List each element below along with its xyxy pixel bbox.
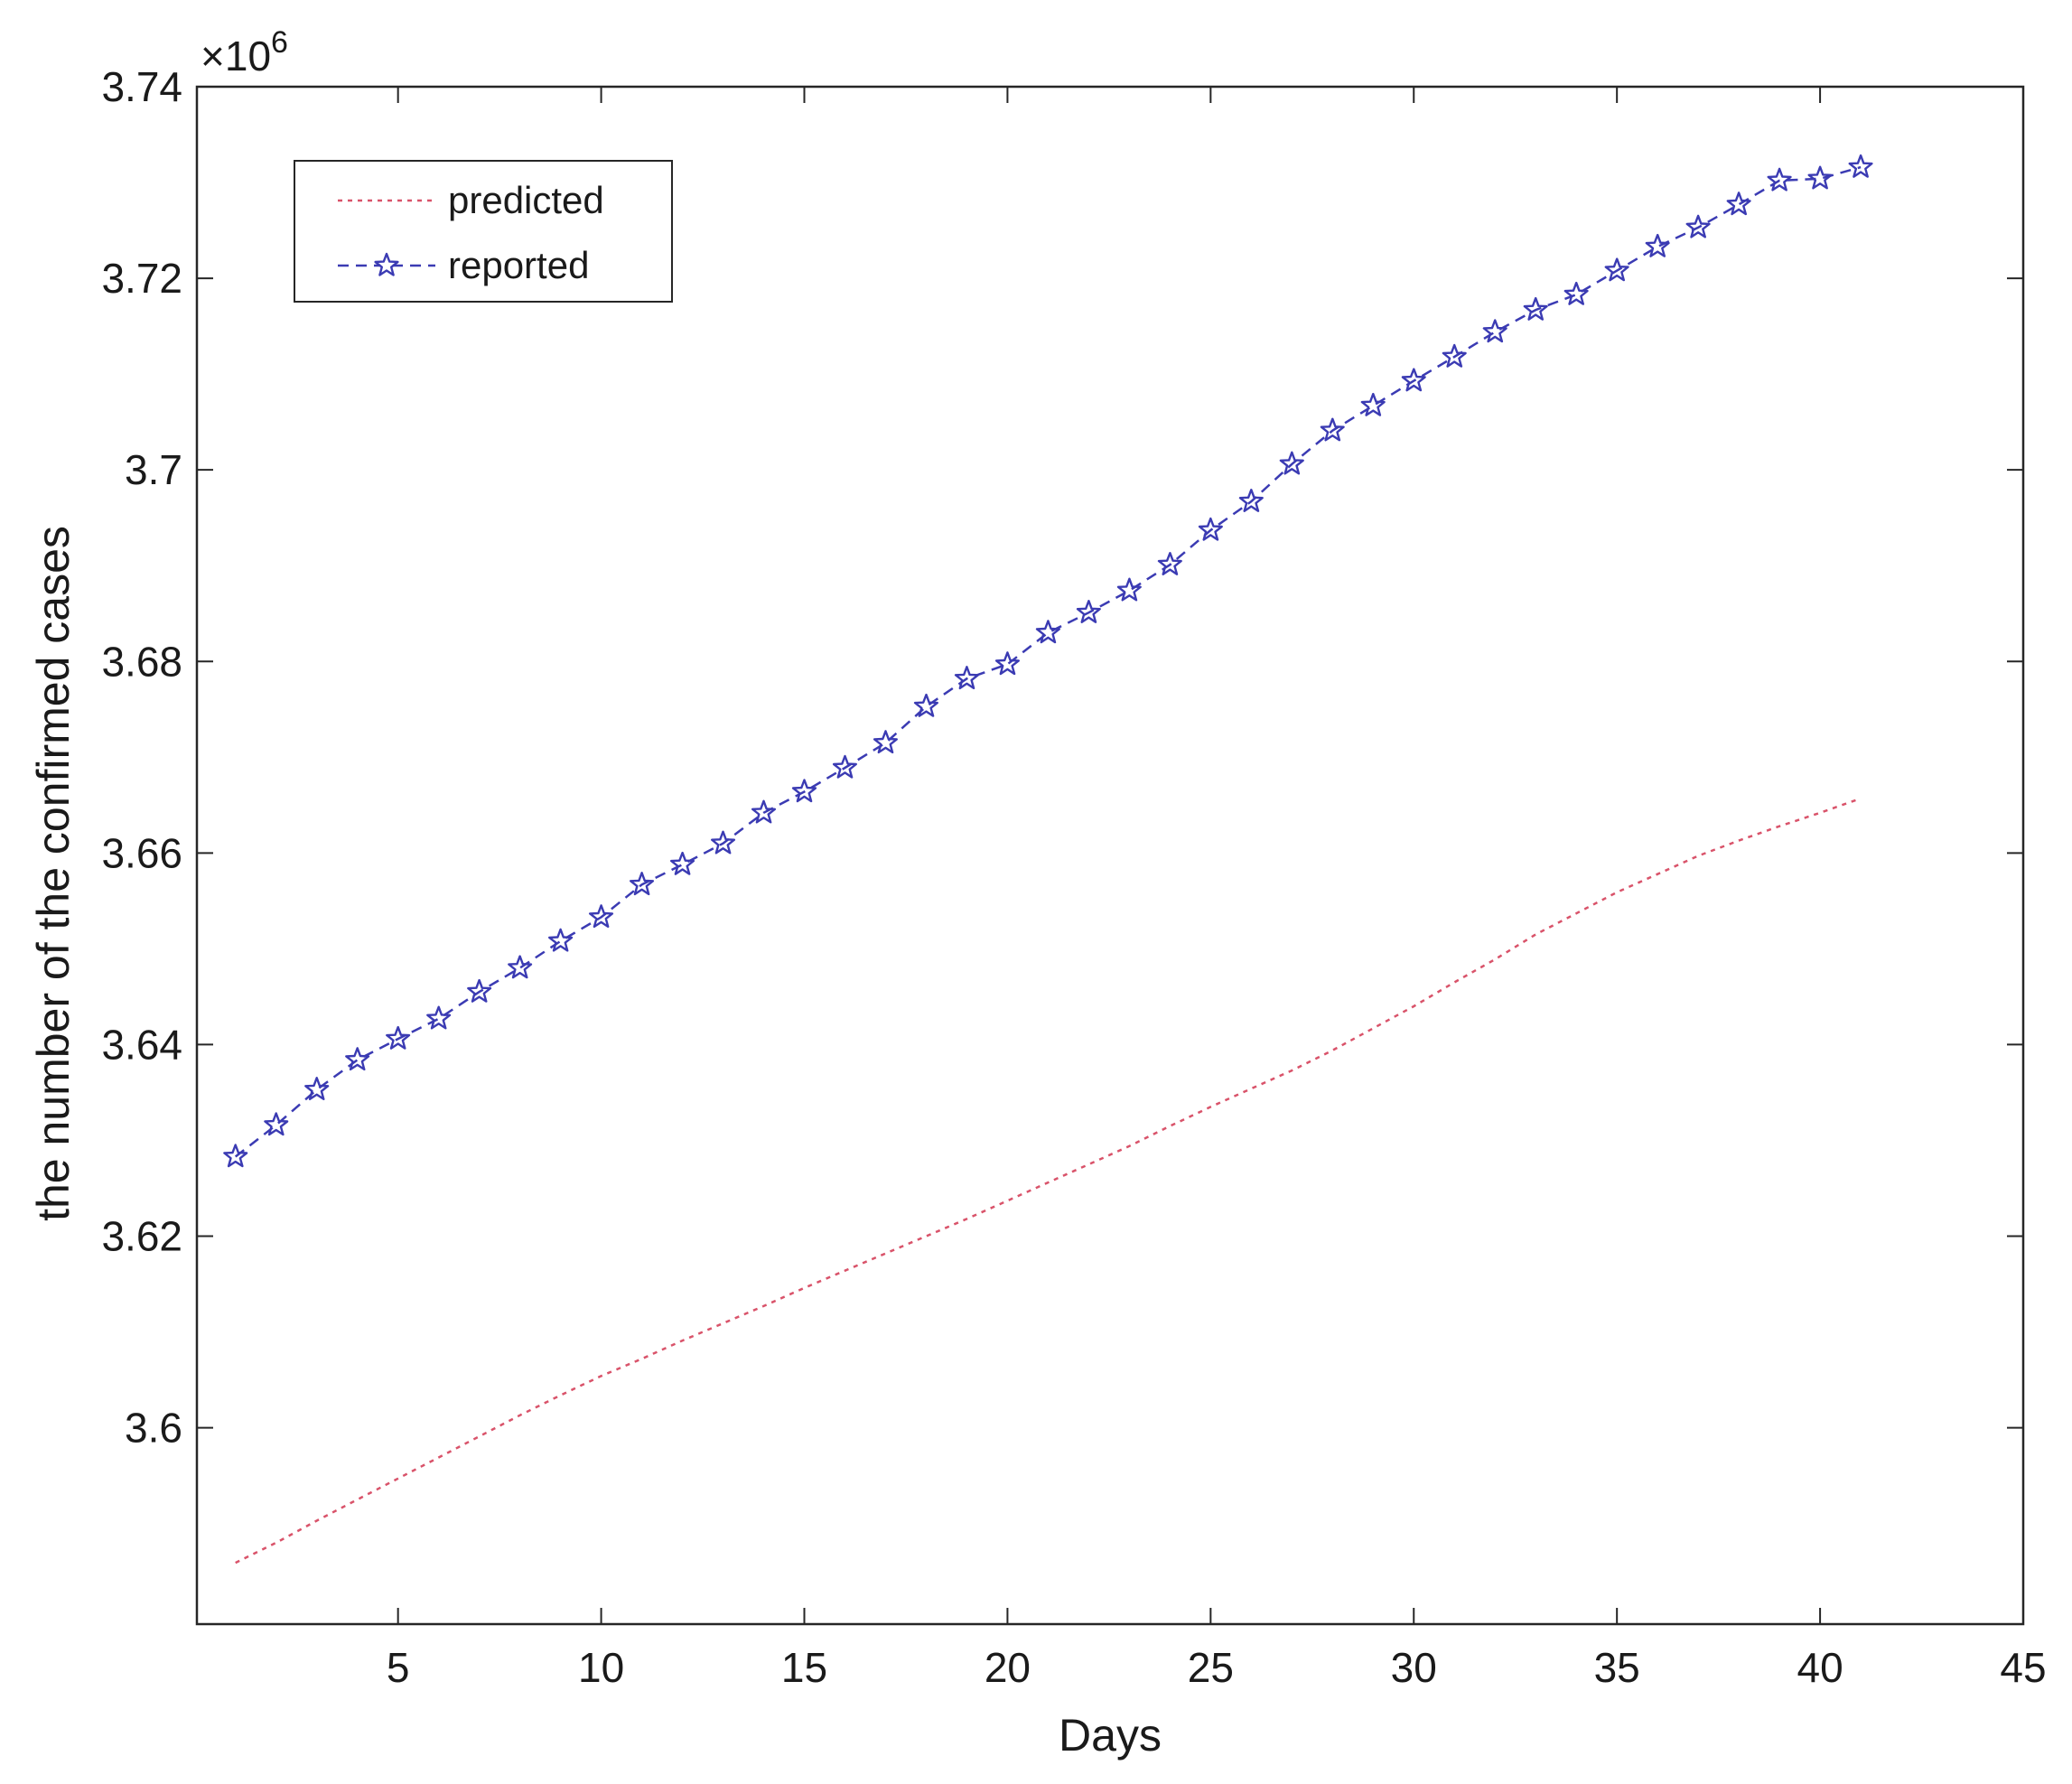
- x-axis-label: Days: [1059, 1710, 1162, 1761]
- data-point-reported: [791, 779, 817, 803]
- data-point-reported: [1279, 451, 1304, 475]
- x-tick-label: 10: [578, 1644, 624, 1691]
- y-tick-label: 3.68: [101, 638, 182, 685]
- axis-tick-labels: 5 10 15 20 25 30 35 40 45 3.6 3.62 3.64 3.66 3.68 3.7 3…: [101, 63, 2046, 1691]
- data-point-reported: [711, 830, 736, 855]
- x-tick-label: 20: [985, 1644, 1031, 1691]
- data-point-reported: [913, 693, 938, 717]
- y-tick-label: 3.7: [125, 446, 182, 493]
- data-point-reported: [1198, 517, 1223, 541]
- series-line-reported: [234, 165, 1862, 1158]
- data-point-reported: [508, 955, 533, 979]
- data-point-reported: [1401, 368, 1426, 392]
- data-point-reported: [1442, 343, 1467, 368]
- data-point-reported: [1645, 233, 1670, 257]
- data-point-reported: [467, 978, 492, 1003]
- legend-label-predicted: predicted: [448, 179, 604, 221]
- data-point-reported: [994, 651, 1020, 676]
- series-line-predicted: [235, 797, 1862, 1565]
- x-tick-label: 35: [1594, 1644, 1640, 1691]
- legend-label-reported: reported: [448, 244, 589, 286]
- series-layer: [223, 154, 1873, 1565]
- y-exponent-power: 6: [271, 25, 288, 60]
- y-exponent-base: ×10: [201, 33, 271, 79]
- data-point-reported: [670, 851, 695, 875]
- data-point-reported: [873, 730, 898, 754]
- data-point-reported: [630, 872, 655, 896]
- data-point-reported: [1848, 154, 1873, 178]
- data-point-reported: [1523, 296, 1548, 321]
- legend-box: [294, 160, 673, 303]
- data-point-reported: [304, 1077, 330, 1100]
- y-tick-label: 3.64: [101, 1021, 182, 1068]
- data-point-reported: [589, 904, 614, 929]
- x-tick-label: 40: [1797, 1644, 1843, 1691]
- data-point-reported: [832, 754, 857, 779]
- data-point-reported: [751, 799, 777, 824]
- data-point-reported: [426, 1005, 452, 1030]
- series-predicted: [235, 797, 1862, 1565]
- x-tick-label: 30: [1391, 1644, 1437, 1691]
- x-tick-label: 45: [2000, 1644, 2046, 1691]
- data-point-reported: [1767, 167, 1792, 191]
- data-point-reported: [264, 1112, 289, 1136]
- data-point-reported: [386, 1025, 411, 1050]
- data-point-reported: [1238, 489, 1264, 512]
- y-tick-label: 3.66: [101, 829, 182, 876]
- y-tick-label: 3.62: [101, 1213, 182, 1260]
- y-axis-label: the number of the confirmed cases: [28, 526, 79, 1221]
- data-point-reported: [345, 1047, 370, 1071]
- data-point-reported: [1807, 165, 1833, 190]
- data-point-reported: [1035, 620, 1060, 644]
- series-reported: [223, 154, 1873, 1168]
- data-point-reported: [1482, 319, 1507, 343]
- data-point-reported: [1157, 552, 1182, 575]
- axis-ticks: [197, 86, 2024, 1624]
- data-point-reported: [1726, 191, 1751, 216]
- data-point-reported: [1076, 600, 1101, 623]
- data-point-reported: [1685, 214, 1711, 238]
- data-point-reported: [548, 928, 574, 952]
- data-point-reported: [1563, 281, 1589, 305]
- legend-marker-reported: [374, 252, 399, 276]
- plot-area: [195, 85, 2025, 1626]
- x-tick-label: 25: [1188, 1644, 1234, 1691]
- data-point-reported: [1320, 417, 1345, 442]
- y-tick-label: 3.72: [101, 255, 182, 302]
- y-tick-label: 3.74: [101, 63, 182, 110]
- y-tick-label: 3.6: [125, 1405, 182, 1452]
- data-point-reported: [1116, 577, 1142, 602]
- legend-star-icon: [374, 252, 399, 276]
- data-point-reported: [223, 1144, 248, 1168]
- y-exponent-label: ×106: [201, 25, 288, 79]
- data-point-reported: [1360, 392, 1386, 416]
- x-tick-label: 5: [387, 1644, 410, 1691]
- data-point-reported: [954, 666, 979, 690]
- legend: predicted reported: [294, 160, 673, 303]
- data-point-reported: [1604, 257, 1629, 282]
- x-tick-label: 15: [781, 1644, 827, 1691]
